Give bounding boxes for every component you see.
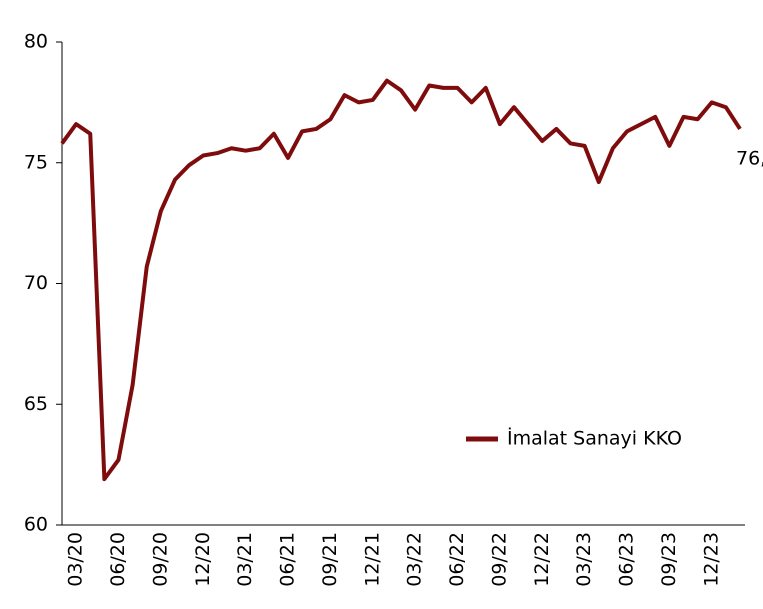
x-tick-label: 12/23: [700, 532, 722, 587]
line: [60, 78, 742, 482]
y-tick-label: 70: [24, 272, 48, 294]
x-tick-label: 03/21: [234, 532, 256, 587]
x-tick-label: 03/23: [573, 532, 595, 587]
y-tick-label: 60: [24, 514, 48, 536]
y-tick-label: 65: [24, 393, 48, 415]
y-tick-label: 80: [24, 31, 48, 53]
x-tick-label: 12/22: [531, 532, 553, 587]
x-tick-label: 03/20: [65, 532, 87, 587]
x-tick-label: 12/21: [361, 532, 383, 587]
y-tick-label: 75: [24, 151, 48, 173]
x-tick-label: 06/23: [616, 532, 638, 587]
x-tick-label: 06/22: [446, 532, 468, 587]
data-label: 76,4: [736, 147, 763, 169]
x-tick-label: 12/20: [192, 532, 214, 587]
x-tick-label: 03/22: [404, 532, 426, 587]
x-tick-label: 09/21: [319, 532, 341, 587]
x-tick-label: 06/20: [107, 532, 129, 587]
legend-label: İmalat Sanayi KKO: [507, 427, 682, 450]
x-tick-label: 09/22: [488, 532, 510, 587]
x-tick-label: 09/23: [658, 532, 680, 587]
x-tick-label: 09/20: [149, 532, 171, 587]
x-tick-label: 06/21: [277, 532, 299, 587]
